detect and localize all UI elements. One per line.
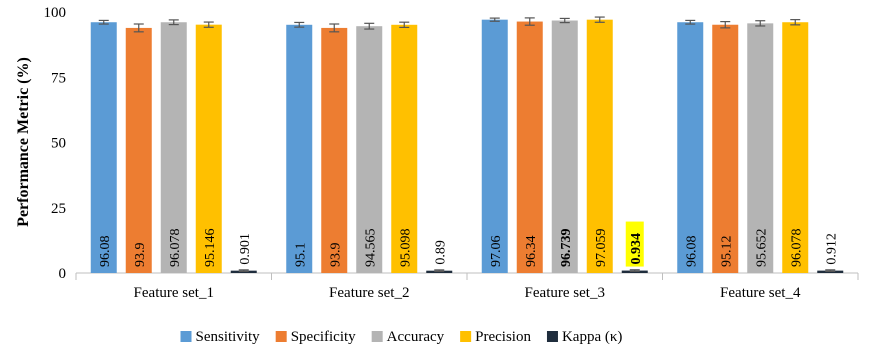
data-label-group: 95.098 <box>398 229 413 268</box>
data-label-group: 96.08 <box>98 236 113 268</box>
y-tick-label: 0 <box>59 266 67 282</box>
bar <box>481 19 508 273</box>
y-tick-label: 75 <box>51 70 66 86</box>
x-tick-label: Feature set_3 <box>525 285 605 301</box>
data-label-group: 96.078 <box>789 229 804 268</box>
data-label: 93.9 <box>133 243 148 268</box>
y-axis-title: Performance Metric (%) <box>15 57 32 227</box>
data-label: 94.565 <box>363 229 378 268</box>
data-label: 97.059 <box>594 229 609 268</box>
bars-group <box>90 16 844 274</box>
bar <box>516 21 543 274</box>
data-label: 95.12 <box>719 236 734 268</box>
data-label-group: 97.059 <box>594 229 609 268</box>
data-label-group: 95.12 <box>719 236 734 268</box>
data-label: 96.078 <box>168 229 183 268</box>
data-label-group: 0.89 <box>433 240 448 265</box>
data-label-group: 0.934 <box>625 221 644 267</box>
data-label-highlight <box>625 221 644 267</box>
data-label-group: 96.08 <box>684 236 699 268</box>
bar <box>125 27 152 273</box>
data-label: 0.901 <box>238 233 253 265</box>
bar <box>782 22 809 273</box>
x-tick-label: Feature set_2 <box>329 285 409 301</box>
data-label-group: 0.912 <box>824 233 839 265</box>
legend: Sensitivity Specificity Accuracy Precision K… <box>180 329 622 345</box>
data-label-group: 96.34 <box>524 236 539 268</box>
data-label: 0.912 <box>824 233 839 265</box>
legend-label: Accuracy <box>387 329 445 345</box>
legend-swatch <box>180 331 192 342</box>
data-label: 95.098 <box>398 229 413 268</box>
bar <box>195 24 222 273</box>
data-label-group: 95.146 <box>203 229 218 268</box>
data-label: 95.146 <box>203 229 218 268</box>
data-label-group: 94.565 <box>363 229 378 268</box>
data-label: 96.078 <box>789 229 804 268</box>
bar <box>356 26 383 274</box>
bar <box>712 24 739 273</box>
legend-swatch <box>460 331 472 342</box>
data-labels-group: 96.08 93.9 96.078 95.146 0.901 95.1 93.9 94.565… <box>98 221 839 268</box>
data-label-group: 95.652 <box>754 229 769 268</box>
bar <box>586 19 613 273</box>
x-tick-label: Feature set_1 <box>134 285 214 301</box>
data-label-group: 96.739 <box>559 229 574 268</box>
data-label-group: 95.1 <box>293 243 308 268</box>
legend-label: Kappa (κ) <box>562 329 622 345</box>
legend-swatch <box>371 331 383 342</box>
y-tick-label: 100 <box>44 5 67 21</box>
bar <box>321 27 348 273</box>
data-label: 0.934 <box>629 233 644 265</box>
legend-label: Sensitivity <box>196 329 261 345</box>
y-tick-label: 25 <box>51 201 66 217</box>
axes: 0 25 50 75 100 Feature set_1 Feature set_2 Feat… <box>44 5 859 301</box>
data-label-group: 96.078 <box>168 229 183 268</box>
data-label: 96.08 <box>684 236 699 268</box>
data-label-group: 0.901 <box>238 233 253 265</box>
bar <box>677 22 704 273</box>
data-label: 96.08 <box>98 236 113 268</box>
legend-swatch <box>275 331 287 342</box>
data-label: 97.06 <box>489 236 504 268</box>
data-label: 0.89 <box>433 240 448 265</box>
data-label: 96.34 <box>524 236 539 268</box>
bar <box>551 20 578 273</box>
legend-label: Specificity <box>291 329 356 345</box>
data-label: 95.1 <box>293 243 308 268</box>
data-label-group: 93.9 <box>328 243 343 268</box>
bar <box>286 24 313 273</box>
data-label: 96.739 <box>559 229 574 268</box>
x-tick-label: Feature set_4 <box>720 285 801 301</box>
data-label-group: 97.06 <box>489 236 504 268</box>
y-tick-label: 50 <box>51 136 66 152</box>
bar <box>391 24 418 273</box>
data-label: 93.9 <box>328 243 343 268</box>
legend-label: Precision <box>475 329 531 345</box>
legend-swatch <box>546 331 558 342</box>
data-label-group: 93.9 <box>133 243 148 268</box>
data-label: 95.652 <box>754 229 769 268</box>
bar <box>747 23 774 273</box>
bar <box>90 22 117 273</box>
bar <box>160 22 187 273</box>
